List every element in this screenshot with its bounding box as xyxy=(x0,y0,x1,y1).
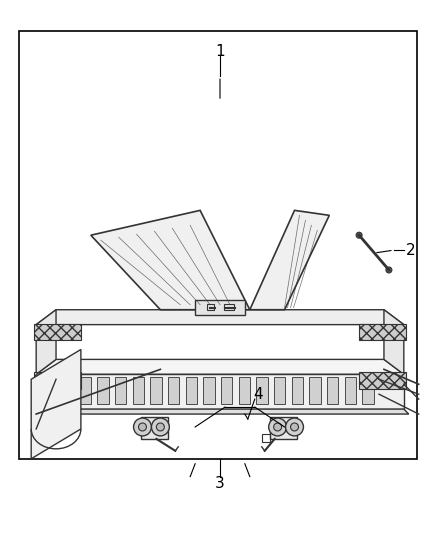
Polygon shape xyxy=(274,377,285,404)
Polygon shape xyxy=(31,409,409,414)
Polygon shape xyxy=(327,377,338,404)
Polygon shape xyxy=(36,310,56,374)
Polygon shape xyxy=(36,374,404,409)
Bar xyxy=(224,304,234,310)
Bar xyxy=(270,417,297,439)
Polygon shape xyxy=(36,359,404,374)
Polygon shape xyxy=(359,324,406,340)
Text: 3: 3 xyxy=(215,476,225,491)
Circle shape xyxy=(156,423,164,431)
Polygon shape xyxy=(250,211,329,310)
Circle shape xyxy=(274,423,282,431)
Polygon shape xyxy=(256,377,268,404)
Polygon shape xyxy=(221,377,233,404)
Text: 1: 1 xyxy=(215,44,225,59)
Polygon shape xyxy=(34,373,81,389)
Bar xyxy=(262,434,270,442)
Polygon shape xyxy=(150,377,162,404)
Polygon shape xyxy=(362,377,374,404)
Polygon shape xyxy=(203,377,215,404)
Polygon shape xyxy=(186,377,197,404)
Polygon shape xyxy=(359,373,406,389)
Polygon shape xyxy=(97,377,109,404)
Polygon shape xyxy=(62,377,74,404)
Bar xyxy=(195,300,245,314)
Bar xyxy=(19,31,417,459)
Bar xyxy=(141,417,168,439)
Circle shape xyxy=(356,232,362,238)
Circle shape xyxy=(290,423,298,431)
Text: 4: 4 xyxy=(253,386,262,402)
Circle shape xyxy=(134,418,152,436)
Polygon shape xyxy=(239,377,250,404)
Circle shape xyxy=(268,418,286,436)
Polygon shape xyxy=(34,324,81,340)
Polygon shape xyxy=(31,350,81,459)
Circle shape xyxy=(386,267,392,273)
Polygon shape xyxy=(292,377,303,404)
Circle shape xyxy=(286,418,304,436)
Polygon shape xyxy=(345,377,356,404)
Circle shape xyxy=(138,423,146,431)
Text: 2: 2 xyxy=(406,243,416,257)
Polygon shape xyxy=(133,377,144,404)
Polygon shape xyxy=(309,377,321,404)
Polygon shape xyxy=(36,310,404,325)
Polygon shape xyxy=(91,211,250,310)
Circle shape xyxy=(152,418,170,436)
Polygon shape xyxy=(80,377,91,404)
Polygon shape xyxy=(115,377,127,404)
Polygon shape xyxy=(168,377,180,404)
Polygon shape xyxy=(384,310,404,374)
Bar xyxy=(207,304,214,310)
